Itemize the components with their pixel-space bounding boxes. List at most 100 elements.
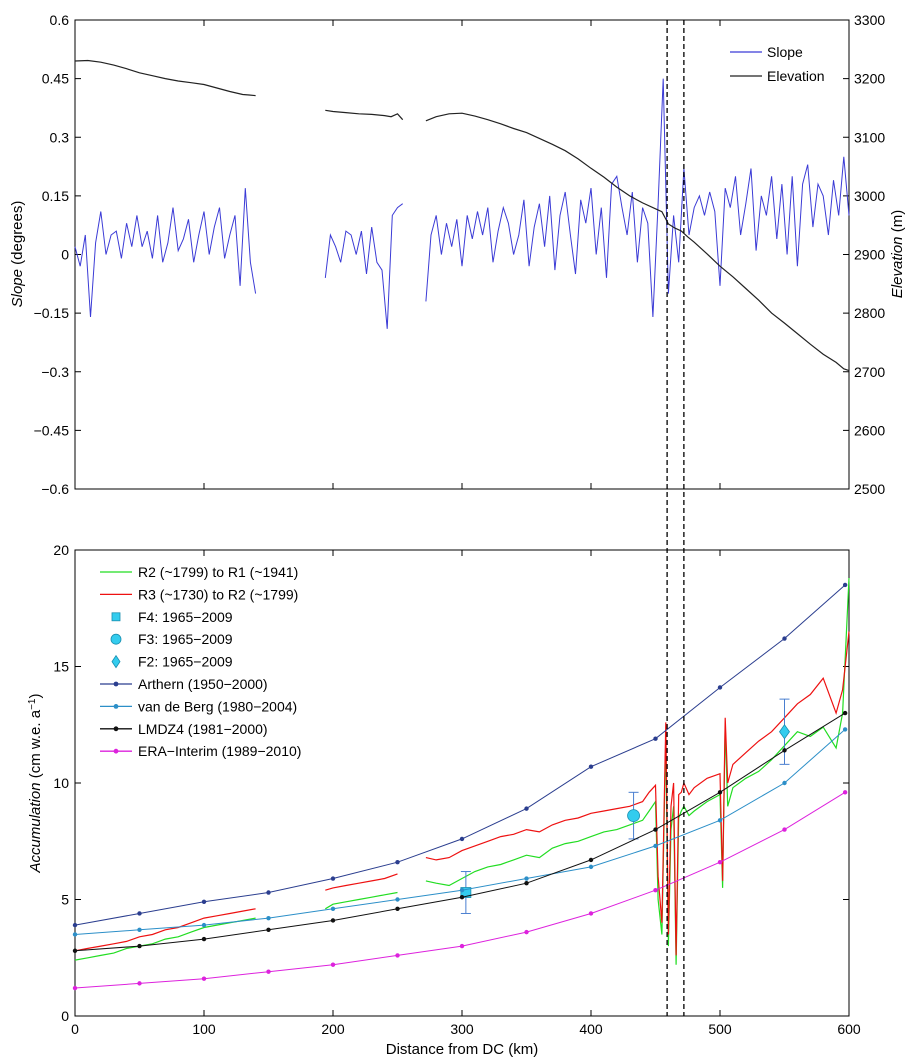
lmdz4-1981-2000-point <box>266 927 271 932</box>
lmdz4-1981-2000-point <box>137 943 142 949</box>
slope-tick-label: 0.45 <box>42 71 69 87</box>
van-de-berg-1980-2004-point <box>201 922 207 928</box>
arthern-1950-2000-point <box>395 860 400 865</box>
top-series <box>74 59 850 372</box>
elevation-tick-label: 3300 <box>854 12 885 28</box>
elevation-tick-label: 3000 <box>854 188 885 204</box>
slope-tick-label: 0.3 <box>50 129 70 145</box>
slope-elevation-panel: 0.6 0.45 0.3 0.15 0 −0.15 −0.3 −0.45 −0.6 3300 32… <box>9 12 906 497</box>
lmdz4-1981-2000-point <box>395 906 400 912</box>
distance-tick-label: 400 <box>579 1021 603 1037</box>
accumulation-tick-label: 15 <box>53 659 69 675</box>
r3-1730-to-r2-1799-line <box>325 873 398 891</box>
van-de-berg-1980-2004-point <box>842 727 848 732</box>
van-de-berg-1980-2004-point <box>72 932 78 937</box>
lmdz4-1981-2000-point <box>201 936 207 942</box>
f3-1965-2009-point <box>627 809 640 823</box>
arthern-1950-2000-point <box>72 922 78 928</box>
van-de-berg-1980-2004-point <box>782 780 787 786</box>
legend-label-r3-1730-to-r2-1799: R3 (~1730) to R2 (~1799) <box>138 586 298 602</box>
slope-tick-label: 0 <box>61 247 69 263</box>
van-de-berg-1980-2004-point <box>266 915 271 921</box>
slope-line <box>425 78 850 318</box>
legend-swatch-f3-1965-2009 <box>110 633 122 645</box>
era-interim-1989-2010-point <box>588 911 594 916</box>
era-interim-1989-2010-point <box>266 969 271 974</box>
accumulation-tick-label: 5 <box>61 892 69 908</box>
r2-1799-to-r1-1941-line <box>324 891 398 910</box>
lmdz4-1981-2000-point <box>524 880 529 886</box>
era-interim-1989-2010-point <box>137 981 142 986</box>
elevation-tick-label: 2700 <box>854 364 885 380</box>
arthern-1950-2000-point <box>201 899 207 905</box>
van-de-berg-1980-2004-line <box>74 729 846 935</box>
distance-tick-label: 600 <box>837 1021 861 1037</box>
r2-1799-to-r1-1941-line <box>425 577 850 965</box>
legend-marker-era-interim-1989-2010 <box>113 748 119 754</box>
van-de-berg-1980-2004-point <box>524 876 529 881</box>
legend-swatch-f2-1965-2009 <box>111 654 121 669</box>
legend-label-f4-1965-2009: F4: 1965−2009 <box>138 609 233 625</box>
distance-x-ticks: 0 100 200 300 400 500 600 <box>71 550 861 1037</box>
legend-marker-van-de-berg-1980-2004 <box>113 704 119 709</box>
slope-line <box>324 203 404 329</box>
era-interim-1989-2010-point <box>653 887 658 893</box>
slope-tick-label: −0.45 <box>34 422 70 438</box>
accumulation-panel: 20 15 10 5 0 0 100 200 300 400 500 600 Accumulatio… <box>27 542 861 1058</box>
era-interim-1989-2010-point <box>330 962 336 967</box>
legend-label-slope: Slope <box>767 44 803 60</box>
lmdz4-1981-2000-point <box>717 790 723 795</box>
elevation-tick-label: 2500 <box>854 481 885 497</box>
accumulation-tick-label: 0 <box>61 1008 69 1024</box>
elevation-tick-label: 2900 <box>854 247 885 263</box>
lmdz4-1981-2000-point <box>72 948 78 953</box>
distance-tick-label: 0 <box>71 1021 79 1037</box>
elevation-tick-label: 3200 <box>854 71 885 87</box>
lmdz4-1981-2000-point <box>459 894 465 900</box>
f4-1965-2009-point <box>460 887 472 898</box>
legend-label-f3-1965-2009: F3: 1965−2009 <box>138 631 233 647</box>
legend-label-f2-1965-2009: F2: 1965−2009 <box>138 654 233 670</box>
slope-tick-label: 0.6 <box>50 12 70 28</box>
elevation-tick-label: 3100 <box>854 129 885 145</box>
accumulation-tick-label: 20 <box>53 542 69 558</box>
arthern-1950-2000-point <box>782 636 787 641</box>
van-de-berg-1980-2004-point <box>137 927 142 932</box>
legend-label-elevation: Elevation <box>767 68 825 84</box>
elevation-y-ticks: 3300 3200 3100 3000 2900 2800 2700 2600 2500 <box>854 12 885 497</box>
van-de-berg-1980-2004-point <box>395 897 400 902</box>
r2-1799-to-r1-1941-line <box>74 917 256 961</box>
legend-marker-lmdz4-1981-2000 <box>113 726 119 732</box>
elevation-tick-label: 2800 <box>854 305 885 321</box>
arthern-1950-2000-point <box>137 911 142 916</box>
arthern-1950-2000-point <box>524 806 529 811</box>
distance-tick-label: 100 <box>192 1021 216 1037</box>
van-de-berg-1980-2004-point <box>330 906 336 912</box>
van-de-berg-1980-2004-point <box>459 887 465 893</box>
slope-tick-label: −0.6 <box>41 481 69 497</box>
legend-label-arthern-1950-2000: Arthern (1950−2000) <box>138 676 268 692</box>
arthern-1950-2000-point <box>842 582 848 588</box>
r3-1730-to-r2-1799-line <box>74 908 256 952</box>
accumulation-y-ticks: 20 15 10 5 0 <box>53 542 849 1024</box>
distance-tick-label: 300 <box>450 1021 474 1037</box>
era-interim-1989-2010-point <box>201 976 207 981</box>
bottom-legend: R2 (~1799) to R1 (~1941) R3 (~1730) to R2… <box>100 564 301 759</box>
lmdz4-1981-2000-point <box>588 857 594 863</box>
arthern-1950-2000-point <box>266 890 271 895</box>
arthern-1950-2000-point <box>653 736 658 741</box>
legend-label-lmdz4-1981-2000: LMDZ4 (1981−2000) <box>138 721 268 737</box>
distance-tick-label: 500 <box>708 1021 732 1037</box>
accumulation-tick-label: 10 <box>53 775 69 791</box>
elevation-line <box>325 109 404 121</box>
elevation-axis-label: Elevation (m) <box>889 210 906 298</box>
era-interim-1989-2010-point <box>717 860 723 865</box>
era-interim-1989-2010-point <box>842 790 848 795</box>
legend-label-era-interim-1989-2010: ERA−Interim (1989−2010) <box>138 743 301 759</box>
elevation-tick-label: 2600 <box>854 422 885 438</box>
era-interim-1989-2010-point <box>459 943 465 949</box>
arthern-1950-2000-point <box>588 764 594 769</box>
accumulation-axis-label: Accumulation (cm w.e. a−1) <box>27 694 45 874</box>
van-de-berg-1980-2004-point <box>588 864 594 870</box>
